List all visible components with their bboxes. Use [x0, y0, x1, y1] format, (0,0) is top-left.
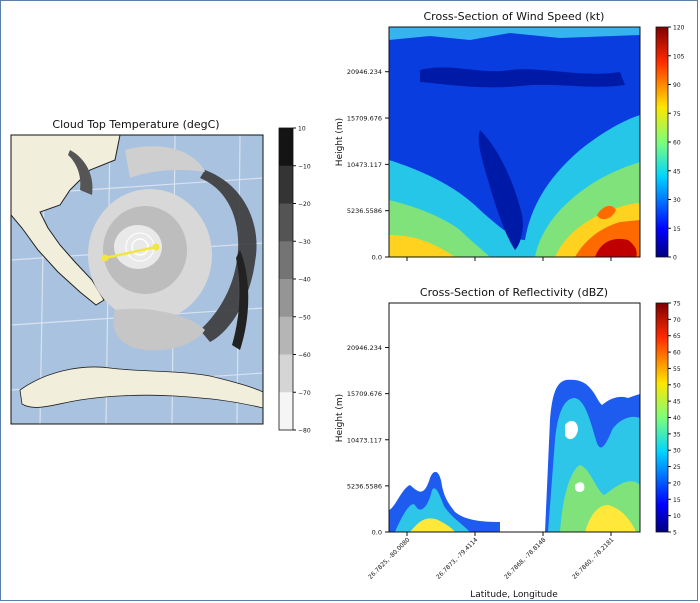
wind-contour-105kt	[595, 238, 637, 257]
refl-xticks: 26.7825, -80.0080 26.7873, -79.4114 26.786…	[367, 532, 616, 581]
refl-ytick-label: 15709.676	[347, 390, 382, 398]
refl-ylabel: Height (m)	[335, 394, 345, 442]
wind-colorbar-tick-label: 120	[673, 25, 685, 32]
refl-ytick-label: 20946.234	[347, 344, 382, 352]
map-title: Cloud Top Temperature (degC)	[52, 118, 219, 131]
hurricane-cloud-shield	[68, 146, 257, 351]
refl-tower-gap	[565, 420, 578, 440]
map-colorbar-segment	[279, 165, 293, 204]
map-colorbar-segment	[279, 279, 293, 318]
refl-colorbar-tick-label: 55	[673, 366, 681, 373]
wind-colorbar-tick-label: 15	[673, 226, 681, 233]
refl-colorbar-tick-label: 5	[673, 530, 677, 537]
map-colorbar	[278, 127, 294, 431]
map-colorbar-segment	[279, 203, 293, 242]
refl-xtick-label: 26.7868, -78.8148	[503, 536, 547, 580]
cross-section-line	[104, 245, 157, 260]
map-colorbar-tick-label: −70	[298, 390, 311, 397]
wind-colorbar-tick-label: 90	[673, 82, 681, 89]
wind-contour-15kt-upper	[420, 67, 625, 88]
refl-colorbar-tick-label: 10	[673, 513, 681, 520]
refl-ytick-label: 5236.5586	[347, 482, 382, 490]
refl-colorbar	[655, 302, 669, 533]
map-colorbar-segment	[279, 316, 293, 355]
refl-plot-border	[388, 302, 641, 533]
cross-section-start-point	[101, 254, 109, 262]
refl-colorbar-tick-label: 65	[673, 333, 681, 340]
refl-colorbar-tick-label: 30	[673, 448, 681, 455]
refl-ytick-label: 0.0	[372, 529, 382, 537]
map-colorbar-segment	[279, 354, 293, 393]
wind-core-low	[478, 130, 523, 250]
map-colorbar-tick-label: −50	[298, 314, 311, 321]
wind-colorbar	[655, 26, 669, 258]
refl-band-low-left-inner	[395, 488, 470, 532]
refl-colorbar-tick-label: 20	[673, 480, 681, 487]
wind-ytick-label: 0.0	[372, 254, 382, 262]
wind-ytick-label: 15709.676	[347, 115, 382, 123]
wind-colorbar-ticks: 0 15 30 45 60 75 90 105 120	[668, 25, 685, 262]
map-colorbar-segment	[279, 392, 293, 431]
wind-ylabel: Height (m)	[335, 118, 345, 166]
refl-title: Cross-Section of Reflectivity (dBZ)	[420, 286, 608, 299]
wind-colorbar-fill	[655, 26, 669, 258]
cloud-top-temperature-map	[11, 135, 263, 424]
refl-xtick-label: 26.7873, -79.4114	[435, 536, 479, 580]
refl-colorbar-tick-label: 15	[673, 497, 681, 504]
refl-xtick-label: 26.7825, -80.0080	[367, 536, 411, 580]
refl-colorbar-tick-label: 70	[673, 317, 681, 324]
map-colorbar-tick-label: −20	[298, 201, 311, 208]
wind-contour-75kt	[389, 203, 640, 257]
wind-xtick-marks	[406, 257, 612, 261]
wind-colorbar-tick-label: 75	[673, 111, 681, 118]
wind-colorbar-tick-label: 105	[673, 53, 685, 60]
wind-colorbar-tick-label: 60	[673, 140, 681, 147]
wind-yticks: 0.0 5236.5586 10473.117 15709.676 20946.234	[347, 68, 389, 262]
refl-ytick-label: 10473.117	[347, 436, 382, 444]
cross-section-end-point	[152, 243, 160, 251]
wind-colorbar-tick-label: 45	[673, 168, 681, 175]
reflectivity-field	[389, 303, 640, 532]
map-colorbar-segment	[279, 241, 293, 280]
map-colorbar-tick-label: −40	[298, 277, 311, 284]
cuba-landmass	[19, 366, 263, 409]
refl-colorbar-tick-label: 40	[673, 415, 681, 422]
map-colorbar-segment	[279, 128, 293, 167]
wind-speed-field	[389, 27, 640, 257]
map-colorbar-tick-label: 10	[298, 126, 306, 133]
wind-contour-30kt	[389, 27, 640, 40]
wind-title: Cross-Section of Wind Speed (kt)	[424, 10, 605, 23]
refl-colorbar-tick-label: 45	[673, 399, 681, 406]
wind-colorbar-tick-label: 30	[673, 197, 681, 204]
florida-landmass	[11, 135, 121, 306]
refl-colorbar-tick-label: 50	[673, 382, 681, 389]
map-colorbar-tick-label: −80	[298, 428, 311, 435]
map-colorbar-ticks: 10 −10 −20 −30 −40 −50 −60 −70 −80	[293, 126, 311, 435]
wind-colorbar-tick-label: 0	[673, 255, 677, 262]
refl-colorbar-tick-label: 75	[673, 301, 681, 308]
wind-ytick-label: 5236.5586	[347, 207, 382, 215]
refl-colorbar-tick-label: 35	[673, 431, 681, 438]
refl-colorbar-ticks: 5 10 15 20 25 30 35 40 45 50 55 60 65 70 75	[668, 301, 681, 537]
map-colorbar-tick-label: −30	[298, 239, 311, 246]
map-border	[10, 134, 264, 425]
wind-ytick-label: 10473.117	[347, 161, 382, 169]
refl-tower-core	[585, 505, 636, 532]
refl-band-low-left-core	[410, 518, 455, 532]
refl-colorbar-tick-label: 60	[673, 350, 681, 357]
refl-tower-gap-2	[574, 482, 585, 493]
refl-xtick-label: 26.7860, -78.2181	[571, 536, 615, 580]
map-colorbar-tick-label: −10	[298, 163, 311, 170]
refl-yticks: 0.0 5236.5586 10473.117 15709.676 20946.234	[347, 344, 389, 537]
wind-ytick-label: 20946.234	[347, 68, 382, 76]
refl-xlabel: Latitude, Longitude	[470, 590, 558, 600]
refl-colorbar-tick-label: 25	[673, 464, 681, 471]
refl-colorbar-fill	[655, 302, 669, 533]
map-colorbar-tick-label: −60	[298, 352, 311, 359]
wind-plot-border	[388, 26, 641, 258]
